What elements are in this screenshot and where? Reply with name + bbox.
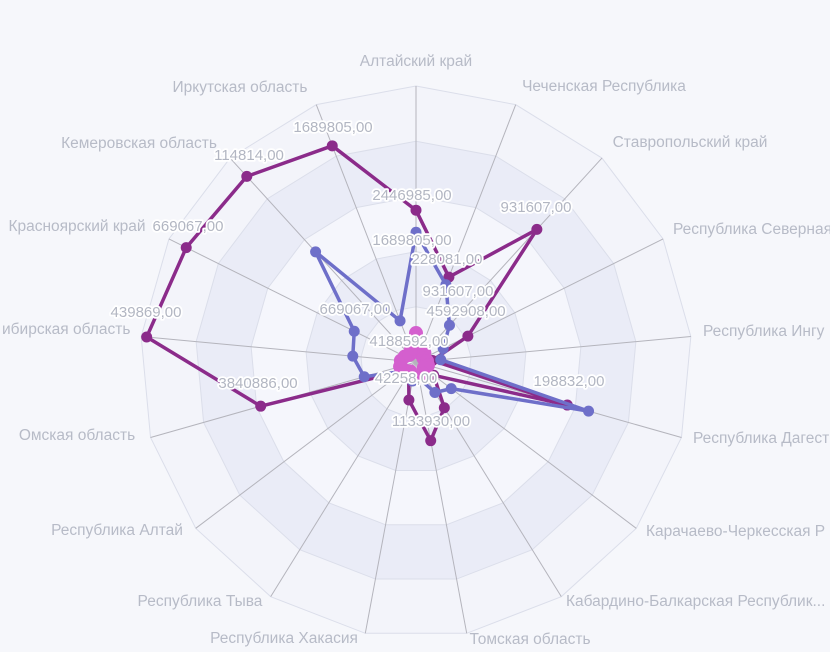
axis-label: Карачаево-Черкесская Р <box>646 523 825 540</box>
value-label: 228081,00 <box>412 251 483 268</box>
axis-label: Республика Тыва <box>138 593 263 610</box>
axis-spoke <box>415 336 691 363</box>
value-label: 42258,00 <box>375 370 438 387</box>
value-labels: 1689805,00 114814,00 2446985,00 931607,00 66… <box>109 117 606 432</box>
axis-label: Иркутская область <box>173 79 308 96</box>
data-point[interactable] <box>440 279 452 291</box>
axis-label: Республика Хакасия <box>210 630 358 647</box>
series-magenta-line <box>144 144 570 443</box>
axis-label: Республика Алтай <box>51 522 183 539</box>
data-point[interactable] <box>403 394 415 406</box>
axis-labels: Алтайский край Чеченская Республика Ставро… <box>2 53 830 648</box>
axis-label: Кабардино-Балкарская Республик... <box>566 593 825 610</box>
axis-spoke <box>415 361 468 634</box>
axis-spoke <box>415 361 562 597</box>
data-point[interactable] <box>438 402 450 414</box>
data-point[interactable] <box>443 319 455 331</box>
data-point[interactable] <box>462 330 474 342</box>
axis-spoke <box>270 361 417 597</box>
data-point[interactable] <box>410 204 422 216</box>
value-label: 1689805,00 <box>372 232 451 249</box>
series-magenta <box>141 140 573 447</box>
data-point[interactable] <box>445 383 457 395</box>
data-point[interactable] <box>326 140 338 152</box>
data-point[interactable] <box>583 405 595 417</box>
value-label: 439869,00 <box>111 304 182 321</box>
axis-label: Республика Северная <box>673 221 830 238</box>
data-point[interactable] <box>410 226 422 238</box>
data-point[interactable] <box>437 342 449 354</box>
value-label: 1133930,00 <box>392 413 470 430</box>
value-label: 931607,00 <box>501 199 572 216</box>
data-point[interactable] <box>348 325 360 337</box>
axis-spoke <box>415 104 517 363</box>
axis-spoke <box>364 361 417 634</box>
data-point[interactable] <box>409 326 423 341</box>
series-pink <box>393 326 435 384</box>
value-label: 114814,00 <box>214 147 284 164</box>
data-point[interactable] <box>180 242 192 254</box>
axis-label: Кемеровская область <box>61 135 217 152</box>
axis-label: Республика Дагест <box>693 430 829 447</box>
data-point[interactable] <box>358 371 370 383</box>
value-label: 669067,00 <box>320 301 391 318</box>
value-label: 3840886,00 <box>218 375 297 392</box>
data-point[interactable] <box>141 331 153 343</box>
data-point[interactable] <box>435 354 447 366</box>
data-point[interactable] <box>241 170 253 182</box>
value-label: 198832,00 <box>534 373 605 390</box>
data-point[interactable] <box>310 246 322 258</box>
value-label: 4592908,00 <box>426 303 505 320</box>
value-label: 4188592,00 <box>369 333 448 350</box>
data-point[interactable] <box>255 400 267 412</box>
value-label: 2446985,00 <box>372 187 451 204</box>
axis-label: Омская область <box>19 427 135 444</box>
value-label: 1689805,00 <box>293 119 372 136</box>
axis-label: Чеченская Республика <box>522 78 686 95</box>
axis-spoke <box>141 336 417 363</box>
data-point[interactable] <box>404 342 419 357</box>
axis-label: Республика Ингу <box>703 323 825 340</box>
data-point[interactable] <box>531 223 543 235</box>
axis-label: Ставропольский край <box>613 134 768 151</box>
axis-label: ибирская область <box>2 321 130 338</box>
data-point[interactable] <box>425 435 437 447</box>
data-point[interactable] <box>429 387 441 399</box>
axis-spoke <box>195 361 417 529</box>
axis-label: Томская область <box>469 631 590 648</box>
axis-label: Красноярский край <box>8 218 145 235</box>
value-label: 931607,00 <box>423 283 494 300</box>
data-point[interactable] <box>428 369 440 381</box>
value-label: 669067,00 <box>153 218 224 235</box>
axis-label: Алтайский край <box>360 53 472 70</box>
data-point[interactable] <box>394 315 406 327</box>
axis-spoke <box>168 238 417 363</box>
data-point[interactable] <box>347 350 359 362</box>
